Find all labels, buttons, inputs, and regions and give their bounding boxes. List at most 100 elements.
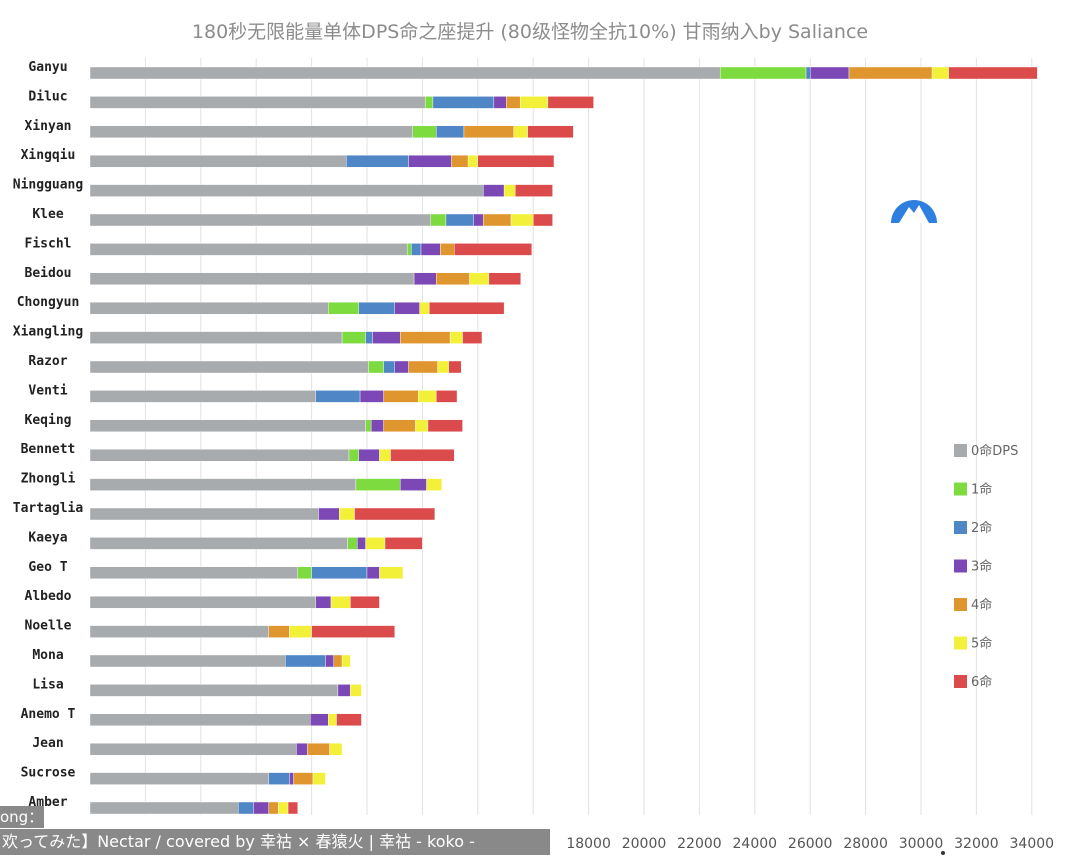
bar-segment <box>379 449 391 462</box>
bar-segment <box>89 801 239 815</box>
bar-segment <box>296 743 308 756</box>
category-label: Albedo <box>25 589 72 604</box>
bar-segment <box>297 566 312 579</box>
bar-segment <box>400 331 451 344</box>
bar-segment <box>89 184 484 197</box>
bar-segment <box>366 566 380 579</box>
bar-segment <box>412 125 437 139</box>
bar-segment <box>463 125 515 139</box>
x-tick-label: 20000 <box>622 836 667 852</box>
bar-segment <box>427 419 463 432</box>
bar-segment <box>467 154 479 168</box>
bar-segment <box>469 272 490 285</box>
chart-title: 180秒无限能量单体DPS命之座提升 (80级怪物全抗10%) 甘雨纳入by S… <box>192 21 868 43</box>
bar-segment <box>411 243 422 256</box>
bar-segment <box>420 243 441 256</box>
bar-segment <box>89 360 369 374</box>
bar-segment <box>89 478 357 491</box>
bar-segment <box>287 801 298 815</box>
bar-segment <box>328 302 359 315</box>
bar-segment <box>350 684 362 697</box>
bar-segment <box>89 566 298 579</box>
bar-segment <box>89 243 408 256</box>
category-label: Tartaglia <box>13 501 84 516</box>
bar-segment <box>237 801 254 815</box>
bar-segment <box>89 537 348 550</box>
bar-segment <box>483 213 512 227</box>
bar-segment <box>449 331 463 344</box>
bar-segment <box>488 272 521 285</box>
bar-segment <box>89 66 721 80</box>
category-label: Ganyu <box>28 60 67 75</box>
bars <box>89 66 1038 815</box>
x-tick-label: 32000 <box>954 836 999 852</box>
bar-segment <box>394 302 420 315</box>
bar-segment <box>310 713 329 726</box>
category-label: Noelle <box>25 619 72 634</box>
bar-segment <box>89 331 343 344</box>
bar-segment <box>336 713 362 726</box>
bar-segment <box>354 507 436 521</box>
legend-swatch <box>954 675 967 688</box>
bar-segment <box>519 96 549 109</box>
category-label: Jean <box>32 736 63 751</box>
bar-segment <box>514 184 553 197</box>
category-label: Anemo T <box>21 707 76 722</box>
bar-segment <box>418 390 437 403</box>
bar-segment <box>355 478 401 491</box>
bar-segment <box>383 360 395 374</box>
bar-segment <box>339 507 355 521</box>
bar-segment <box>533 213 553 227</box>
category-label: Kaeya <box>28 530 67 545</box>
bar-segment <box>810 66 850 80</box>
legend-label: 6命 <box>971 674 992 690</box>
bar-segment <box>89 419 366 432</box>
bar-segment <box>948 66 1038 80</box>
x-tick-label: 24000 <box>733 836 778 852</box>
category-label: Sucrose <box>21 766 76 781</box>
marker-dot <box>941 851 945 855</box>
bar-segment <box>89 625 269 638</box>
bar-segment <box>510 213 534 227</box>
bar-segment <box>89 302 329 315</box>
video-subtitle-overlay: 欢ってみた】Nectar / covered by 幸祜 × 春猿火 | 幸祜 … <box>0 829 550 855</box>
legend-swatch <box>954 444 967 457</box>
legend: 0命DPS 1命 2命 3命 4命 5命 6命 <box>954 443 1018 690</box>
x-axis-ticks: 18000 20000 22000 24000 26000 28000 30000 32000… <box>566 836 1054 852</box>
bar-segment <box>312 772 326 785</box>
bar-segment <box>365 537 386 550</box>
bar-segment <box>493 96 507 109</box>
bar-segment <box>379 566 404 579</box>
legend-label: 5命 <box>971 636 992 652</box>
bar-segment <box>89 684 339 697</box>
bar-segment <box>424 96 434 109</box>
bar-segment <box>408 154 452 168</box>
bar-segment <box>383 390 419 403</box>
bar-segment <box>429 302 505 315</box>
bar-segment <box>547 96 594 109</box>
category-label: Venti <box>28 383 67 398</box>
bar-segment <box>350 596 380 609</box>
bar-segment <box>89 213 431 227</box>
legend-swatch <box>954 521 967 534</box>
bar-segment <box>406 243 412 256</box>
bar-segment <box>359 390 384 403</box>
x-tick-label: 18000 <box>566 836 611 852</box>
category-label: Klee <box>32 207 63 222</box>
bar-segment <box>462 331 483 344</box>
bar-segment <box>341 331 366 344</box>
bar-segment <box>503 184 516 197</box>
bar-segment <box>372 331 401 344</box>
bar-segment <box>408 360 438 374</box>
bar-segment <box>513 125 528 139</box>
bar-segment <box>477 154 555 168</box>
category-label: Xingqiu <box>21 148 76 163</box>
legend-swatch <box>954 598 967 611</box>
bar-segment <box>315 390 361 403</box>
bar-segment <box>289 625 312 638</box>
bar-segment <box>413 272 437 285</box>
legend-label: 1命 <box>971 482 992 498</box>
bar-segment <box>419 302 430 315</box>
bar-segment <box>506 96 521 109</box>
bar-segment <box>89 713 311 726</box>
